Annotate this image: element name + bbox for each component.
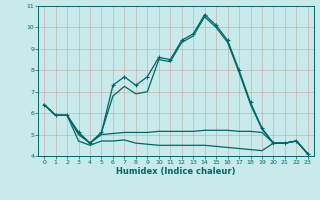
X-axis label: Humidex (Indice chaleur): Humidex (Indice chaleur)	[116, 167, 236, 176]
